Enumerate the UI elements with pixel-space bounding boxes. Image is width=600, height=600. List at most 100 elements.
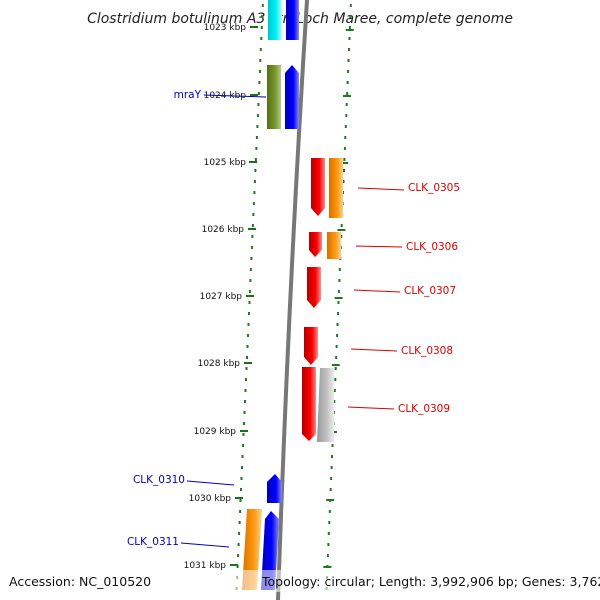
ring-dot xyxy=(338,279,341,282)
ring-dot xyxy=(236,565,239,568)
ring-dot xyxy=(247,323,250,326)
gene-label-clk0311[interactable]: CLK_0311 xyxy=(127,536,179,548)
ring-dot xyxy=(240,477,243,480)
gene-label-clk0309[interactable]: CLK_0309 xyxy=(398,403,450,415)
leader-line-clk0305 xyxy=(357,187,405,191)
ring-dot xyxy=(336,323,339,326)
ring-dot xyxy=(349,15,352,18)
gene-arrow-clk0311-orange[interactable] xyxy=(242,509,262,590)
gene-label-clk0306[interactable]: CLK_0306 xyxy=(406,241,458,253)
ring-dot xyxy=(344,125,347,128)
gene-arrow-blue-top[interactable] xyxy=(286,0,299,40)
ring-dot xyxy=(326,554,329,557)
gene-arrow-clk0307[interactable] xyxy=(307,267,321,308)
map-title: Clostridium botulinum A3 str. Loch Maree… xyxy=(87,11,513,27)
ring-dot xyxy=(250,246,253,249)
ring-dot xyxy=(343,169,345,172)
ring-dot xyxy=(337,301,340,304)
ring-dot xyxy=(240,488,242,491)
ring-dot xyxy=(247,334,249,337)
gene-arrow-clk0306-orange[interactable] xyxy=(327,232,341,259)
ring-dot xyxy=(340,224,343,227)
kbp-label-1029: 1029 kbp xyxy=(194,427,237,437)
gene-arrow-clk0305-red[interactable] xyxy=(311,158,325,216)
leader-line-clk0307 xyxy=(353,289,401,293)
ring-ticks xyxy=(323,29,354,568)
ring-dot xyxy=(257,92,260,95)
gene-arrow-clk0310[interactable] xyxy=(267,474,282,503)
ring-dot xyxy=(244,389,247,392)
ring-dot xyxy=(346,81,349,84)
kbp-label-1026: 1026 kbp xyxy=(202,225,245,235)
ring-dot xyxy=(331,455,333,458)
ring-dot xyxy=(241,455,244,458)
ring-dot xyxy=(251,224,254,227)
ring-dot xyxy=(242,444,244,447)
leader-line-clk0310 xyxy=(186,480,235,486)
ring-dot xyxy=(327,543,330,546)
gene-label-mraY[interactable]: mraY xyxy=(174,89,202,101)
kbp-label-1031: 1031 kbp xyxy=(184,561,227,571)
ring-dot xyxy=(335,345,338,348)
ring-dot xyxy=(334,367,337,370)
kbp-label-1027: 1027 kbp xyxy=(200,292,243,302)
ring-dot xyxy=(342,180,345,183)
ring-dot xyxy=(249,279,252,282)
ring-dot xyxy=(238,521,241,524)
ring-dot xyxy=(348,26,351,29)
gene-label-clk0308[interactable]: CLK_0308 xyxy=(401,345,453,357)
ring-dot xyxy=(248,312,250,315)
leader-line-clk0306 xyxy=(355,245,403,248)
ring-dot xyxy=(337,290,340,293)
leader-line-mraY xyxy=(203,94,267,98)
kbp-label-1023: 1023 kbp xyxy=(204,23,247,33)
gene-arrows xyxy=(242,0,343,590)
gene-label-clk0310[interactable]: CLK_0310 xyxy=(133,474,185,486)
ring-dot xyxy=(334,378,337,381)
kbp-label-1028: 1028 kbp xyxy=(198,359,241,369)
ring-dot xyxy=(338,268,341,271)
ring-dot xyxy=(331,444,334,447)
leader-line-clk0309 xyxy=(347,406,395,410)
gene-arrow-cyan-top[interactable] xyxy=(268,0,282,40)
ring-dot xyxy=(345,103,348,106)
ring-dot xyxy=(348,48,350,51)
gene-label-clk0305[interactable]: CLK_0305 xyxy=(408,182,460,194)
gene-arrow-clk0309-red[interactable] xyxy=(302,367,316,441)
ring-dot xyxy=(253,180,256,183)
gene-arrow-clk0309-gray[interactable] xyxy=(317,368,334,442)
ring-dot xyxy=(335,356,338,359)
gene-arrow-blue-1024[interactable] xyxy=(285,65,299,129)
ring-dot xyxy=(347,70,350,73)
genome-summary-text: Topology: circular; Length: 3,992,906 bp… xyxy=(261,574,600,589)
ring-dot xyxy=(239,499,242,502)
ring-dot xyxy=(346,92,349,95)
ring-dot xyxy=(254,169,257,172)
ring-dot xyxy=(328,521,331,524)
ring-dot xyxy=(237,543,240,546)
leader-line-clk0311 xyxy=(180,542,230,548)
ring-dot xyxy=(245,367,248,370)
ring-dot xyxy=(256,125,259,128)
ring-dot xyxy=(257,103,260,106)
ring-dot xyxy=(344,136,347,139)
ring-dot xyxy=(340,235,343,238)
ring-dot xyxy=(261,4,264,7)
ring-dot xyxy=(238,532,241,535)
ring-dot xyxy=(242,433,245,436)
gene-arrow-clk0305-orange[interactable] xyxy=(329,158,343,218)
gene-label-clk0307[interactable]: CLK_0307 xyxy=(404,285,456,297)
ring-dot xyxy=(329,488,332,491)
ring-dot xyxy=(327,532,330,535)
ring-dot xyxy=(260,26,263,29)
gene-arrow-clk0308[interactable] xyxy=(304,327,318,365)
gene-arrow-mraY[interactable] xyxy=(267,65,281,129)
ring-dot xyxy=(258,81,261,84)
ring-dot xyxy=(252,202,255,205)
genome-backbone xyxy=(276,0,309,600)
ring-dot xyxy=(244,400,246,403)
ring-dot xyxy=(328,510,331,513)
ring-dot xyxy=(345,114,348,117)
gene-arrow-clk0306-red[interactable] xyxy=(309,232,322,257)
